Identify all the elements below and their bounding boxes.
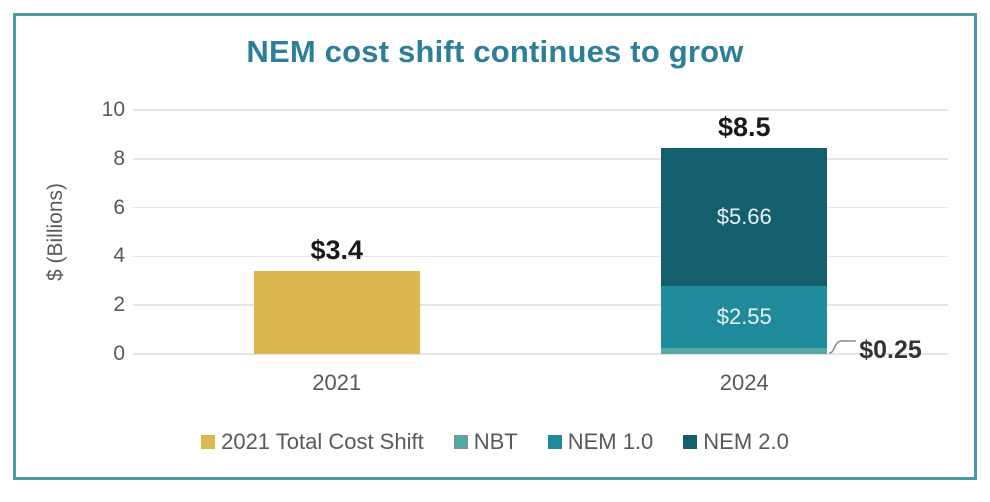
plot-area: 0 2 4 6 8 10 $3.4 2021 $2.55 $5.66 $8.5 2024 $0.25 [102,98,948,395]
y-axis-title: $ (Billions) [44,182,67,282]
legend-item-nbt: NBT [453,429,518,455]
gridline [133,158,948,160]
gridline [133,304,948,306]
gridline [133,206,948,209]
gridline [133,353,948,355]
chart-title: NEM cost shift continues to grow [246,34,744,69]
leader-curve-icon [829,340,857,354]
legend-item-nem-1-0: NEM 1.0 [547,429,654,455]
x-axis-label: 2024 [719,370,769,395]
gridline [133,109,948,111]
legend-label: NEM 2.0 [703,429,789,454]
legend-item-2021-total-cost-shift: 2021 Total Cost Shift [201,429,424,455]
x-axis-label: 2021 [312,370,362,395]
legend-label: NEM 1.0 [567,429,654,454]
legend-marker-icon [547,435,562,449]
y-tick-label: 10 [101,98,125,121]
callout-label: $0.25 [859,335,922,364]
bar-segment-label: $2.55 [716,303,772,329]
y-tick-label: 4 [113,244,125,268]
legend-label: NBT [473,429,518,454]
gridline [133,255,948,258]
callout-leader-line [828,338,858,360]
legend: 2021 Total Cost Shift NBT NEM 1.0 NEM 2.0 [13,429,977,455]
legend-marker-icon [201,435,216,449]
bar-segment-nem-2-0: $5.66 [661,147,828,286]
legend-label: 2021 Total Cost Shift [221,429,424,454]
y-tick-label: 0 [113,342,125,365]
bar-segment-nem-1-0: $2.55 [661,285,828,348]
bar-total-label: $3.4 [310,235,364,266]
bar-segment-label: $5.66 [716,203,772,229]
legend-marker-icon [453,435,468,449]
y-tick-label: 6 [113,195,125,219]
y-tick-label: 8 [113,146,125,170]
bar-segment-2021-total-cost-shift [253,271,420,354]
legend-item-nem-2-0: NEM 2.0 [683,429,789,455]
bar-segment-nbt [661,347,828,354]
bar-total-label: $8.5 [717,111,771,142]
y-tick-label: 2 [113,293,125,317]
legend-marker-icon [683,435,698,449]
